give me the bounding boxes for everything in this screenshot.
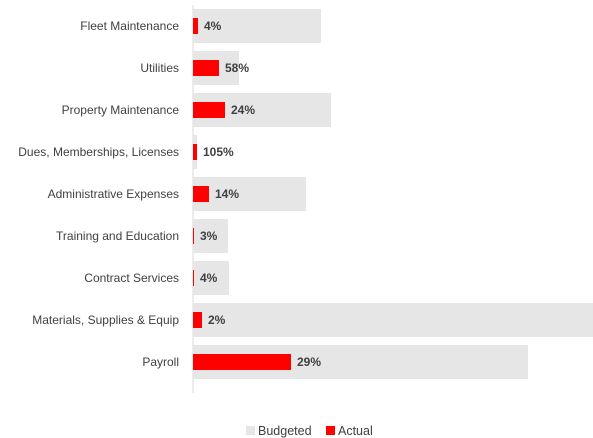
legend-swatch-actual <box>326 426 335 435</box>
chart-legend: Budgeted Actual <box>246 424 373 438</box>
actual-bar-materials-supplies-equip <box>193 312 202 328</box>
category-label-utilities: Utilities <box>140 61 179 75</box>
chart-bars <box>193 9 593 379</box>
budgeted-bar-contract-services <box>193 261 229 295</box>
actual-bar-administrative-expenses <box>193 186 209 202</box>
data-label-training-and-education: 3% <box>200 229 218 243</box>
category-label-property-maintenance: Property Maintenance <box>62 103 180 117</box>
category-label-payroll: Payroll <box>142 355 179 369</box>
budgeted-bar-materials-supplies-equip <box>193 303 593 337</box>
actual-bar-fleet-maintenance <box>193 18 198 34</box>
category-label-administrative-expenses: Administrative Expenses <box>48 187 179 201</box>
data-label-administrative-expenses: 14% <box>215 187 239 201</box>
legend-label-budgeted: Budgeted <box>258 424 312 438</box>
data-label-dues-memberships-licenses: 105% <box>203 145 234 159</box>
data-label-contract-services: 4% <box>200 271 218 285</box>
category-label-dues-memberships-licenses: Dues, Memberships, Licenses <box>18 145 179 159</box>
data-label-materials-supplies-equip: 2% <box>208 313 226 327</box>
budgeted-bar-fleet-maintenance <box>193 9 321 43</box>
category-label-fleet-maintenance: Fleet Maintenance <box>80 19 179 33</box>
legend-label-actual: Actual <box>338 424 373 438</box>
actual-bar-payroll <box>193 354 291 370</box>
category-label-materials-supplies-equip: Materials, Supplies & Equip <box>32 313 179 327</box>
actual-bar-property-maintenance <box>193 102 225 118</box>
actual-bar-utilities <box>193 60 219 76</box>
data-label-utilities: 58% <box>225 61 249 75</box>
chart-labels: Fleet Maintenance 4% Utilities 58% Property … <box>18 19 321 369</box>
data-label-property-maintenance: 24% <box>231 103 255 117</box>
actual-bar-dues-memberships-licenses <box>193 144 197 160</box>
budgeted-bar-training-and-education <box>193 219 228 253</box>
data-label-payroll: 29% <box>297 355 321 369</box>
actual-bar-contract-services <box>193 270 194 286</box>
category-label-training-and-education: Training and Education <box>56 229 179 243</box>
actual-bar-training-and-education <box>193 228 194 244</box>
data-label-fleet-maintenance: 4% <box>204 19 222 33</box>
budgeted-bar-administrative-expenses <box>193 177 306 211</box>
category-label-contract-services: Contract Services <box>84 271 179 285</box>
legend-swatch-budgeted <box>246 426 255 435</box>
